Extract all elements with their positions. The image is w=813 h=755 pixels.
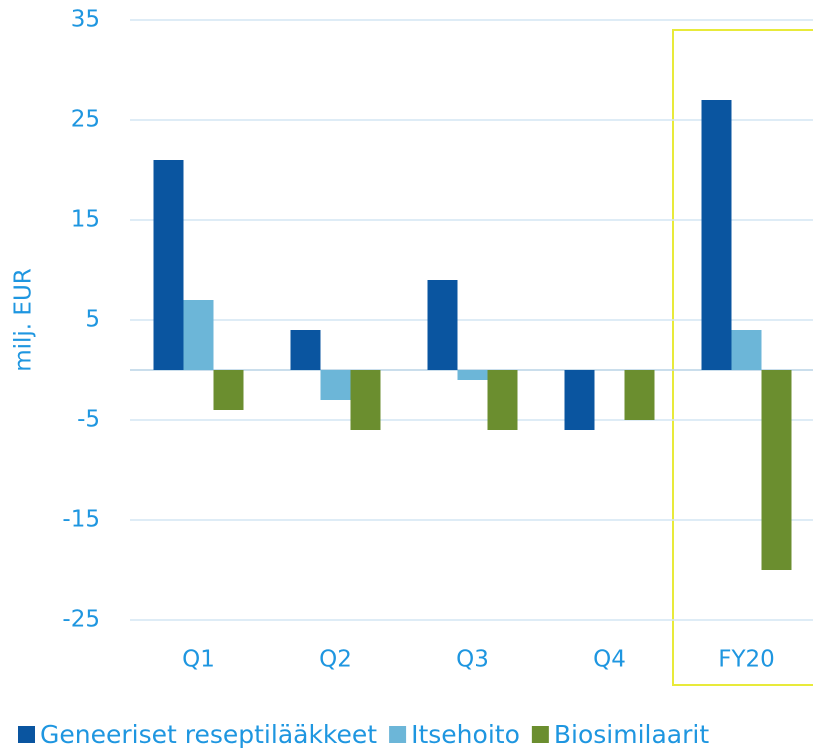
legend-label: Itsehoito: [411, 720, 520, 749]
y-tick-label: 15: [71, 207, 100, 233]
x-tick-label: Q4: [593, 647, 626, 673]
y-tick-label: 25: [71, 107, 100, 133]
y-axis-label: milj. EUR: [11, 268, 37, 372]
y-tick-label: 35: [71, 7, 100, 33]
bar: [487, 370, 518, 430]
bar: [701, 100, 732, 370]
bar: [427, 280, 458, 370]
legend-swatch: [18, 726, 35, 743]
x-tick-label: Q1: [182, 647, 215, 673]
bar: [761, 370, 792, 570]
bar: [290, 330, 321, 370]
y-tick-label: -15: [62, 507, 100, 533]
bar: [457, 370, 488, 380]
x-tick-label: FY20: [718, 647, 775, 673]
bar: [564, 370, 595, 430]
x-tick-label: Q2: [319, 647, 352, 673]
y-tick-label: -5: [77, 407, 100, 433]
bar: [320, 370, 351, 400]
x-tick-label: Q3: [456, 647, 489, 673]
y-tick-label: -25: [62, 607, 100, 633]
y-tick-label: 5: [85, 307, 100, 333]
legend-label: Geneeriset reseptilääkkeet: [40, 720, 377, 749]
bar: [213, 370, 244, 410]
legend-swatch: [531, 726, 549, 743]
highlight-box: [672, 29, 813, 686]
legend-label: Biosimilaarit: [554, 720, 709, 749]
bar: [153, 160, 184, 370]
legend-swatch: [389, 726, 407, 743]
bar: [624, 370, 655, 420]
bar: [350, 370, 381, 430]
bar: [183, 300, 214, 370]
bar: [731, 330, 762, 370]
